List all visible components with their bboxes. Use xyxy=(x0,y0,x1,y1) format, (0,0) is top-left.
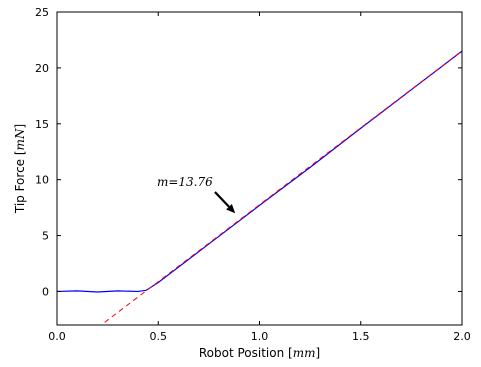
y-axis-label: Tip Force [mN] xyxy=(13,124,27,214)
slope-annotation: m=13.76 xyxy=(157,175,213,189)
x-axis-unit: mm xyxy=(293,346,316,360)
x-tick-label: 1.0 xyxy=(251,330,269,343)
y-tick-label: 25 xyxy=(35,6,49,19)
y-tick-label: 10 xyxy=(35,174,49,187)
annotation-arrow-shaft xyxy=(214,191,230,208)
y-tick-label: 5 xyxy=(42,230,49,243)
x-tick-label: 0.0 xyxy=(48,330,66,343)
x-axis-label: Robot Position [mm] xyxy=(199,346,320,360)
annotation-arrow-head xyxy=(226,203,236,214)
y-tick-label: 15 xyxy=(35,118,49,131)
x-tick-label: 1.5 xyxy=(352,330,370,343)
x-tick-label: 2.0 xyxy=(453,330,471,343)
y-tick-label: 20 xyxy=(35,62,49,75)
x-tick-label: 0.5 xyxy=(150,330,168,343)
plot-frame xyxy=(56,11,463,326)
fit-line xyxy=(100,50,462,325)
data-line xyxy=(57,50,462,293)
y-tick-label: 0 xyxy=(42,285,49,298)
y-axis-unit: mN xyxy=(13,128,27,150)
